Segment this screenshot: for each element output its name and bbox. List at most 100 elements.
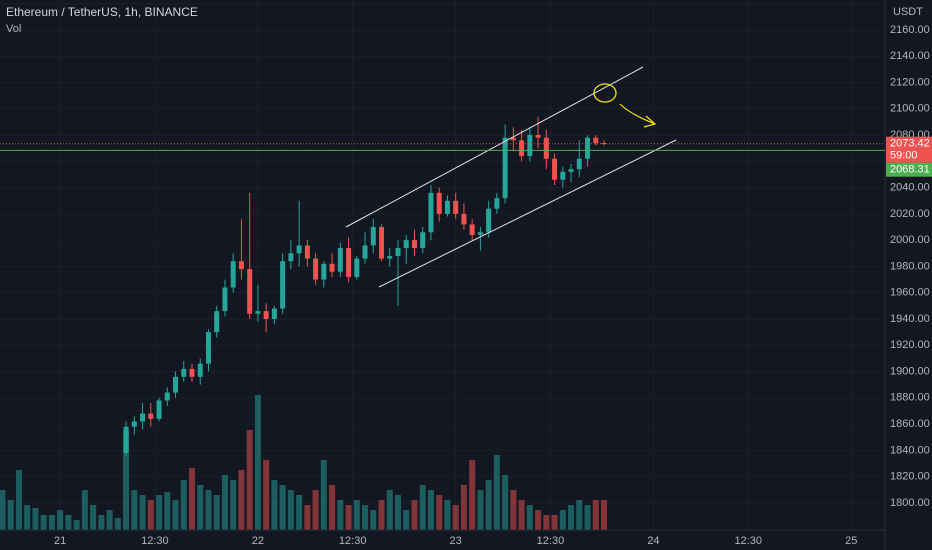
- last-price-label: 2073.42: [890, 138, 930, 150]
- volume-bar: [568, 505, 575, 530]
- candle-body: [494, 198, 500, 209]
- candle-body: [519, 140, 525, 157]
- volume-bar: [205, 490, 212, 530]
- volume-bar: [0, 490, 6, 530]
- volume-bar: [362, 505, 369, 530]
- volume-bar: [526, 505, 533, 530]
- volume-bar: [73, 520, 80, 530]
- volume-bar: [601, 500, 608, 530]
- volume-bar: [444, 500, 451, 530]
- volume-bar: [312, 490, 319, 530]
- volume-bar: [419, 485, 426, 530]
- x-tick-label: 21: [54, 535, 66, 547]
- candle-body: [453, 200, 459, 214]
- volume-bar: [477, 490, 484, 530]
- volume-bar: [518, 500, 525, 530]
- volume-bar: [15, 470, 22, 530]
- volume-bar: [221, 475, 228, 530]
- candle-body: [214, 311, 220, 333]
- y-tick-label: 1940.00: [890, 313, 930, 325]
- grid: [0, 0, 885, 530]
- volume-bar: [329, 485, 336, 530]
- volume-pane: [0, 395, 608, 530]
- volume-bar: [32, 508, 39, 530]
- candle-body: [502, 137, 508, 199]
- candle-body: [395, 248, 401, 256]
- candle-body: [238, 261, 244, 270]
- x-tick-label: 12:30: [141, 535, 169, 547]
- y-tick-label: 1820.00: [890, 471, 930, 483]
- volume-bar: [378, 500, 385, 530]
- candle-body: [411, 240, 417, 249]
- volume-bar: [427, 490, 434, 530]
- volume-bar: [48, 515, 55, 530]
- highlight-circle: [593, 83, 617, 103]
- candle-body: [123, 426, 129, 454]
- volume-bar: [395, 495, 402, 530]
- x-tick-label: 12:30: [537, 535, 565, 547]
- candle-body: [197, 363, 203, 377]
- volume-bar: [337, 500, 344, 530]
- volume-bar: [469, 460, 476, 530]
- volume-bar: [156, 495, 163, 530]
- volume-bar: [40, 515, 47, 530]
- x-tick-label: 23: [450, 535, 462, 547]
- y-tick-label: 2100.00: [890, 103, 930, 115]
- candle-body: [444, 200, 450, 214]
- y-tick-label: 1880.00: [890, 392, 930, 404]
- price-line-box: [886, 162, 932, 177]
- volume-bar: [543, 515, 550, 530]
- candle-body: [140, 413, 146, 422]
- y-tick-label: 1980.00: [890, 260, 930, 272]
- candle-body: [131, 421, 137, 427]
- candle-body: [543, 137, 549, 159]
- volume-bar: [254, 395, 261, 530]
- y-tick-label: 1900.00: [890, 365, 930, 377]
- volume-bar: [502, 475, 509, 530]
- y-tick-label: 1860.00: [890, 418, 930, 430]
- volume-bar: [7, 500, 14, 530]
- candle-body: [477, 232, 483, 235]
- x-tick-label: 12:30: [339, 535, 367, 547]
- y-tick-label: 2160.00: [890, 24, 930, 36]
- y-tick-label: 1920.00: [890, 339, 930, 351]
- candle-body: [263, 311, 269, 319]
- candle-body: [428, 192, 434, 233]
- x-tick-label: 25: [845, 535, 857, 547]
- candle-body: [379, 227, 385, 259]
- volume-bar: [345, 505, 352, 530]
- y-tick-label: 2120.00: [890, 76, 930, 88]
- volume-bar: [551, 515, 558, 530]
- candle-body: [255, 311, 261, 314]
- volume-bar: [164, 492, 171, 530]
- volume-bar: [535, 510, 542, 530]
- candle-body: [304, 245, 310, 259]
- volume-bar: [386, 490, 393, 530]
- volume-bar: [353, 500, 360, 530]
- volume-bar: [320, 460, 327, 530]
- volume-bar: [98, 515, 105, 530]
- candle-body: [189, 368, 195, 377]
- y-tick-label: 2000.00: [890, 234, 930, 246]
- volume-bar: [57, 510, 64, 530]
- candle-body: [288, 253, 294, 262]
- volume-bar: [24, 505, 31, 530]
- candle-body: [510, 137, 516, 141]
- volume-bar: [452, 505, 459, 530]
- volume-label: Vol: [6, 23, 21, 35]
- volume-bar: [139, 495, 146, 530]
- candle-body: [321, 263, 327, 280]
- candle-body: [148, 413, 154, 419]
- candle-body: [329, 263, 335, 272]
- volume-bar: [460, 485, 467, 530]
- volume-bar: [123, 430, 130, 530]
- volume-bar: [106, 510, 113, 530]
- candle-body: [173, 376, 179, 393]
- x-tick-label: 12:30: [734, 535, 762, 547]
- volume-bar: [230, 480, 237, 530]
- volume-bar: [279, 485, 286, 530]
- y-tick-label: 1840.00: [890, 444, 930, 456]
- volume-bar: [287, 490, 294, 530]
- volume-bar: [263, 460, 270, 530]
